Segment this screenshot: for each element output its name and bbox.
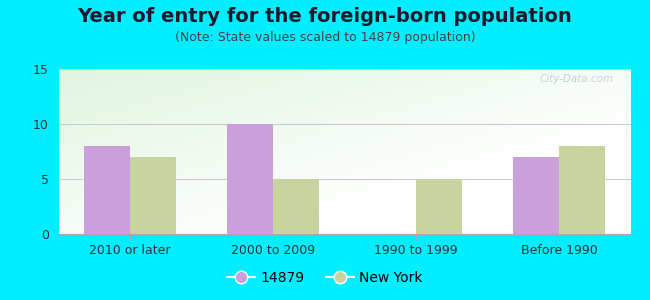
Bar xyxy=(514,157,559,234)
Text: Year of entry for the foreign-born population: Year of entry for the foreign-born popul… xyxy=(77,8,573,26)
Bar xyxy=(84,146,130,234)
Bar xyxy=(130,157,176,234)
Bar xyxy=(273,179,318,234)
Bar xyxy=(559,146,604,234)
Legend: 14879, New York: 14879, New York xyxy=(222,265,428,290)
Bar xyxy=(416,179,462,234)
Bar xyxy=(227,124,273,234)
Text: (Note: State values scaled to 14879 population): (Note: State values scaled to 14879 popu… xyxy=(175,32,475,44)
Text: City-Data.com: City-Data.com xyxy=(540,74,614,84)
